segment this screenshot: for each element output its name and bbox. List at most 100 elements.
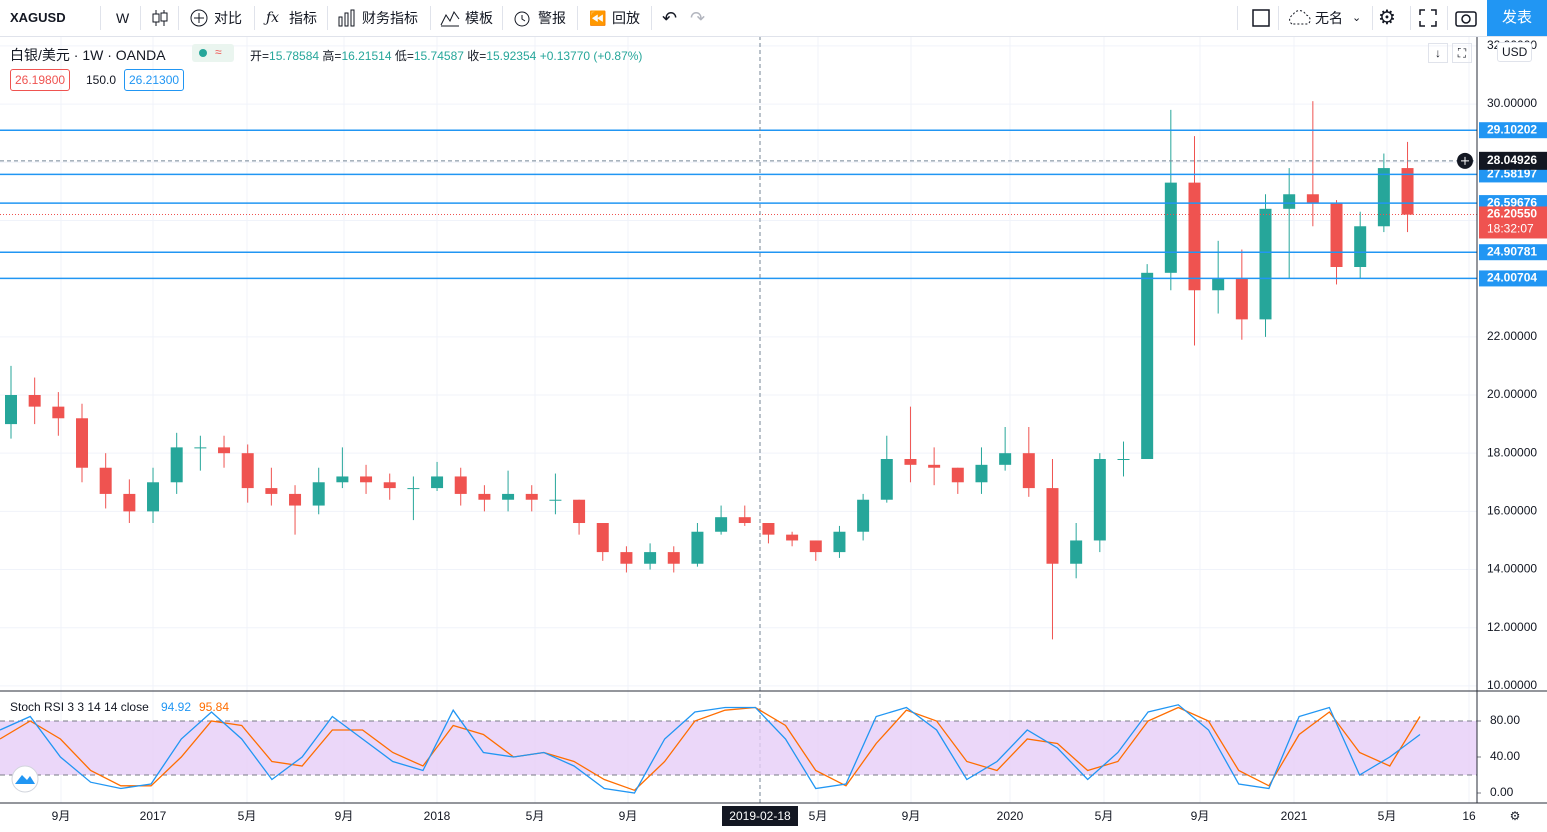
candle-body <box>478 493 491 500</box>
candle-body <box>1283 194 1296 209</box>
separator <box>1237 6 1238 30</box>
high-label: 高= <box>322 49 342 63</box>
candle-body <box>975 464 988 483</box>
price-label-bg <box>1479 166 1547 183</box>
indicator-value: 94.92 <box>161 700 191 714</box>
separator <box>327 6 328 30</box>
y-tick-label: 18.00000 <box>1487 445 1537 459</box>
candle-body <box>738 517 751 524</box>
x-tick-label: 5月 <box>1095 809 1114 823</box>
candle-body <box>407 488 420 490</box>
y-tick-label: 80.00 <box>1490 713 1520 727</box>
x-tick-label: 9月 <box>1191 809 1210 823</box>
settings-button[interactable]: ⚙ <box>1378 7 1396 29</box>
price-label: 27.58197 <box>1487 167 1537 181</box>
x-tick-label: 5月 <box>809 809 828 823</box>
price-label-bg <box>1479 270 1547 287</box>
layout-name[interactable]: 无名 <box>1315 10 1343 26</box>
legend-title: 白银/美元 · 1W · OANDA <box>10 47 166 63</box>
candle-body <box>904 459 917 465</box>
separator <box>254 6 255 30</box>
candle-body <box>1354 226 1367 267</box>
price-label: 24.00704 <box>1487 271 1537 285</box>
close-label: 收= <box>467 49 487 63</box>
alert-icon[interactable] <box>512 8 532 28</box>
layout-menu[interactable]: ⌄ <box>1352 12 1362 24</box>
candle-body <box>667 552 680 564</box>
layout-icon[interactable] <box>1252 9 1270 27</box>
candle-body <box>431 476 444 489</box>
spread: 150.0 <box>86 73 117 87</box>
candle-body <box>1188 182 1201 291</box>
snapshot-button[interactable] <box>1455 9 1477 27</box>
candle-body <box>525 493 538 500</box>
candle-body <box>573 499 586 524</box>
candle-body <box>76 418 89 468</box>
publish-button[interactable]: 发表 <box>1487 0 1547 36</box>
indicator-icon[interactable]: ƒx <box>266 10 280 26</box>
candle-body <box>336 476 349 483</box>
interval[interactable]: W <box>116 10 130 26</box>
symbol[interactable]: XAGUSD <box>10 10 66 25</box>
candle-body <box>218 447 231 454</box>
candle-body <box>147 482 160 512</box>
compare-icon[interactable] <box>189 8 209 28</box>
x-tick-label: 5月 <box>526 809 545 823</box>
sell-price[interactable]: 26.19800 <box>10 69 71 91</box>
y-tick-label: 30.00000 <box>1487 96 1537 110</box>
compare-button[interactable]: 对比 <box>214 10 242 26</box>
candle-body <box>928 464 941 468</box>
indicator-value: 95.84 <box>199 700 229 714</box>
redo-button[interactable]: ↷ <box>690 8 706 28</box>
financials-button[interactable]: 财务指标 <box>362 10 418 26</box>
low-label: 低= <box>394 49 414 63</box>
fullscreen-button[interactable] <box>1419 9 1437 27</box>
y-tick-label: 12.00000 <box>1487 620 1537 634</box>
templates-icon[interactable] <box>440 9 460 27</box>
replay-icon[interactable]: ⏪ <box>589 10 607 26</box>
alert-button[interactable]: 警报 <box>538 10 566 26</box>
candle-body <box>383 482 396 489</box>
undo-button[interactable]: ↶ <box>662 8 678 28</box>
high-value: 16.21514 <box>341 49 392 63</box>
crosshair-date: 2019-02-18 <box>729 809 791 823</box>
add-icon <box>1461 156 1469 165</box>
logo-mark <box>15 775 35 784</box>
price-label: 24.90781 <box>1487 244 1537 258</box>
currency-badge[interactable]: USD <box>1497 42 1533 62</box>
cloud-icon[interactable] <box>1287 9 1313 27</box>
financials-icon[interactable] <box>338 9 356 27</box>
indicators-button[interactable]: 指标 <box>289 10 317 26</box>
separator <box>1278 6 1279 30</box>
separator <box>577 6 578 30</box>
countdown: 18:32:07 <box>1487 222 1534 236</box>
candle-body <box>170 447 183 483</box>
ohlc-legend: 开=15.78584 高=16.21514 低=15.74587 收=15.92… <box>250 47 642 64</box>
separator <box>100 6 101 30</box>
chart-type-icon[interactable] <box>150 8 170 28</box>
maximize-button[interactable]: ⛶ <box>1452 43 1472 63</box>
change-value: +0.13770 (+0.87%) <box>539 49 643 63</box>
scroll-down-button[interactable]: ↓ <box>1428 43 1448 63</box>
x-tick-label: 9月 <box>902 809 921 823</box>
price-label-bg <box>1479 244 1547 261</box>
x-tick-label: 9月 <box>619 809 638 823</box>
replay-button[interactable]: 回放 <box>612 10 640 26</box>
crosshair-price-bg <box>1479 151 1547 170</box>
candle-body <box>502 493 515 500</box>
low-value: 15.74587 <box>413 49 464 63</box>
market-status-dot <box>199 49 207 57</box>
open-label: 开= <box>250 49 270 63</box>
y-tick-label: 16.00000 <box>1487 504 1537 518</box>
candle-body <box>762 523 775 535</box>
y-tick-label: 20.00000 <box>1487 387 1537 401</box>
templates-button[interactable]: 模板 <box>465 10 493 26</box>
buy-price[interactable]: 26.21300 <box>124 69 185 91</box>
separator <box>1372 6 1373 30</box>
candle-body <box>644 552 657 564</box>
stoch-band <box>0 720 1477 776</box>
indicator-title: Stoch RSI 3 3 14 14 close <box>10 700 149 714</box>
price-label-bg <box>1479 122 1547 139</box>
separator <box>140 6 141 30</box>
